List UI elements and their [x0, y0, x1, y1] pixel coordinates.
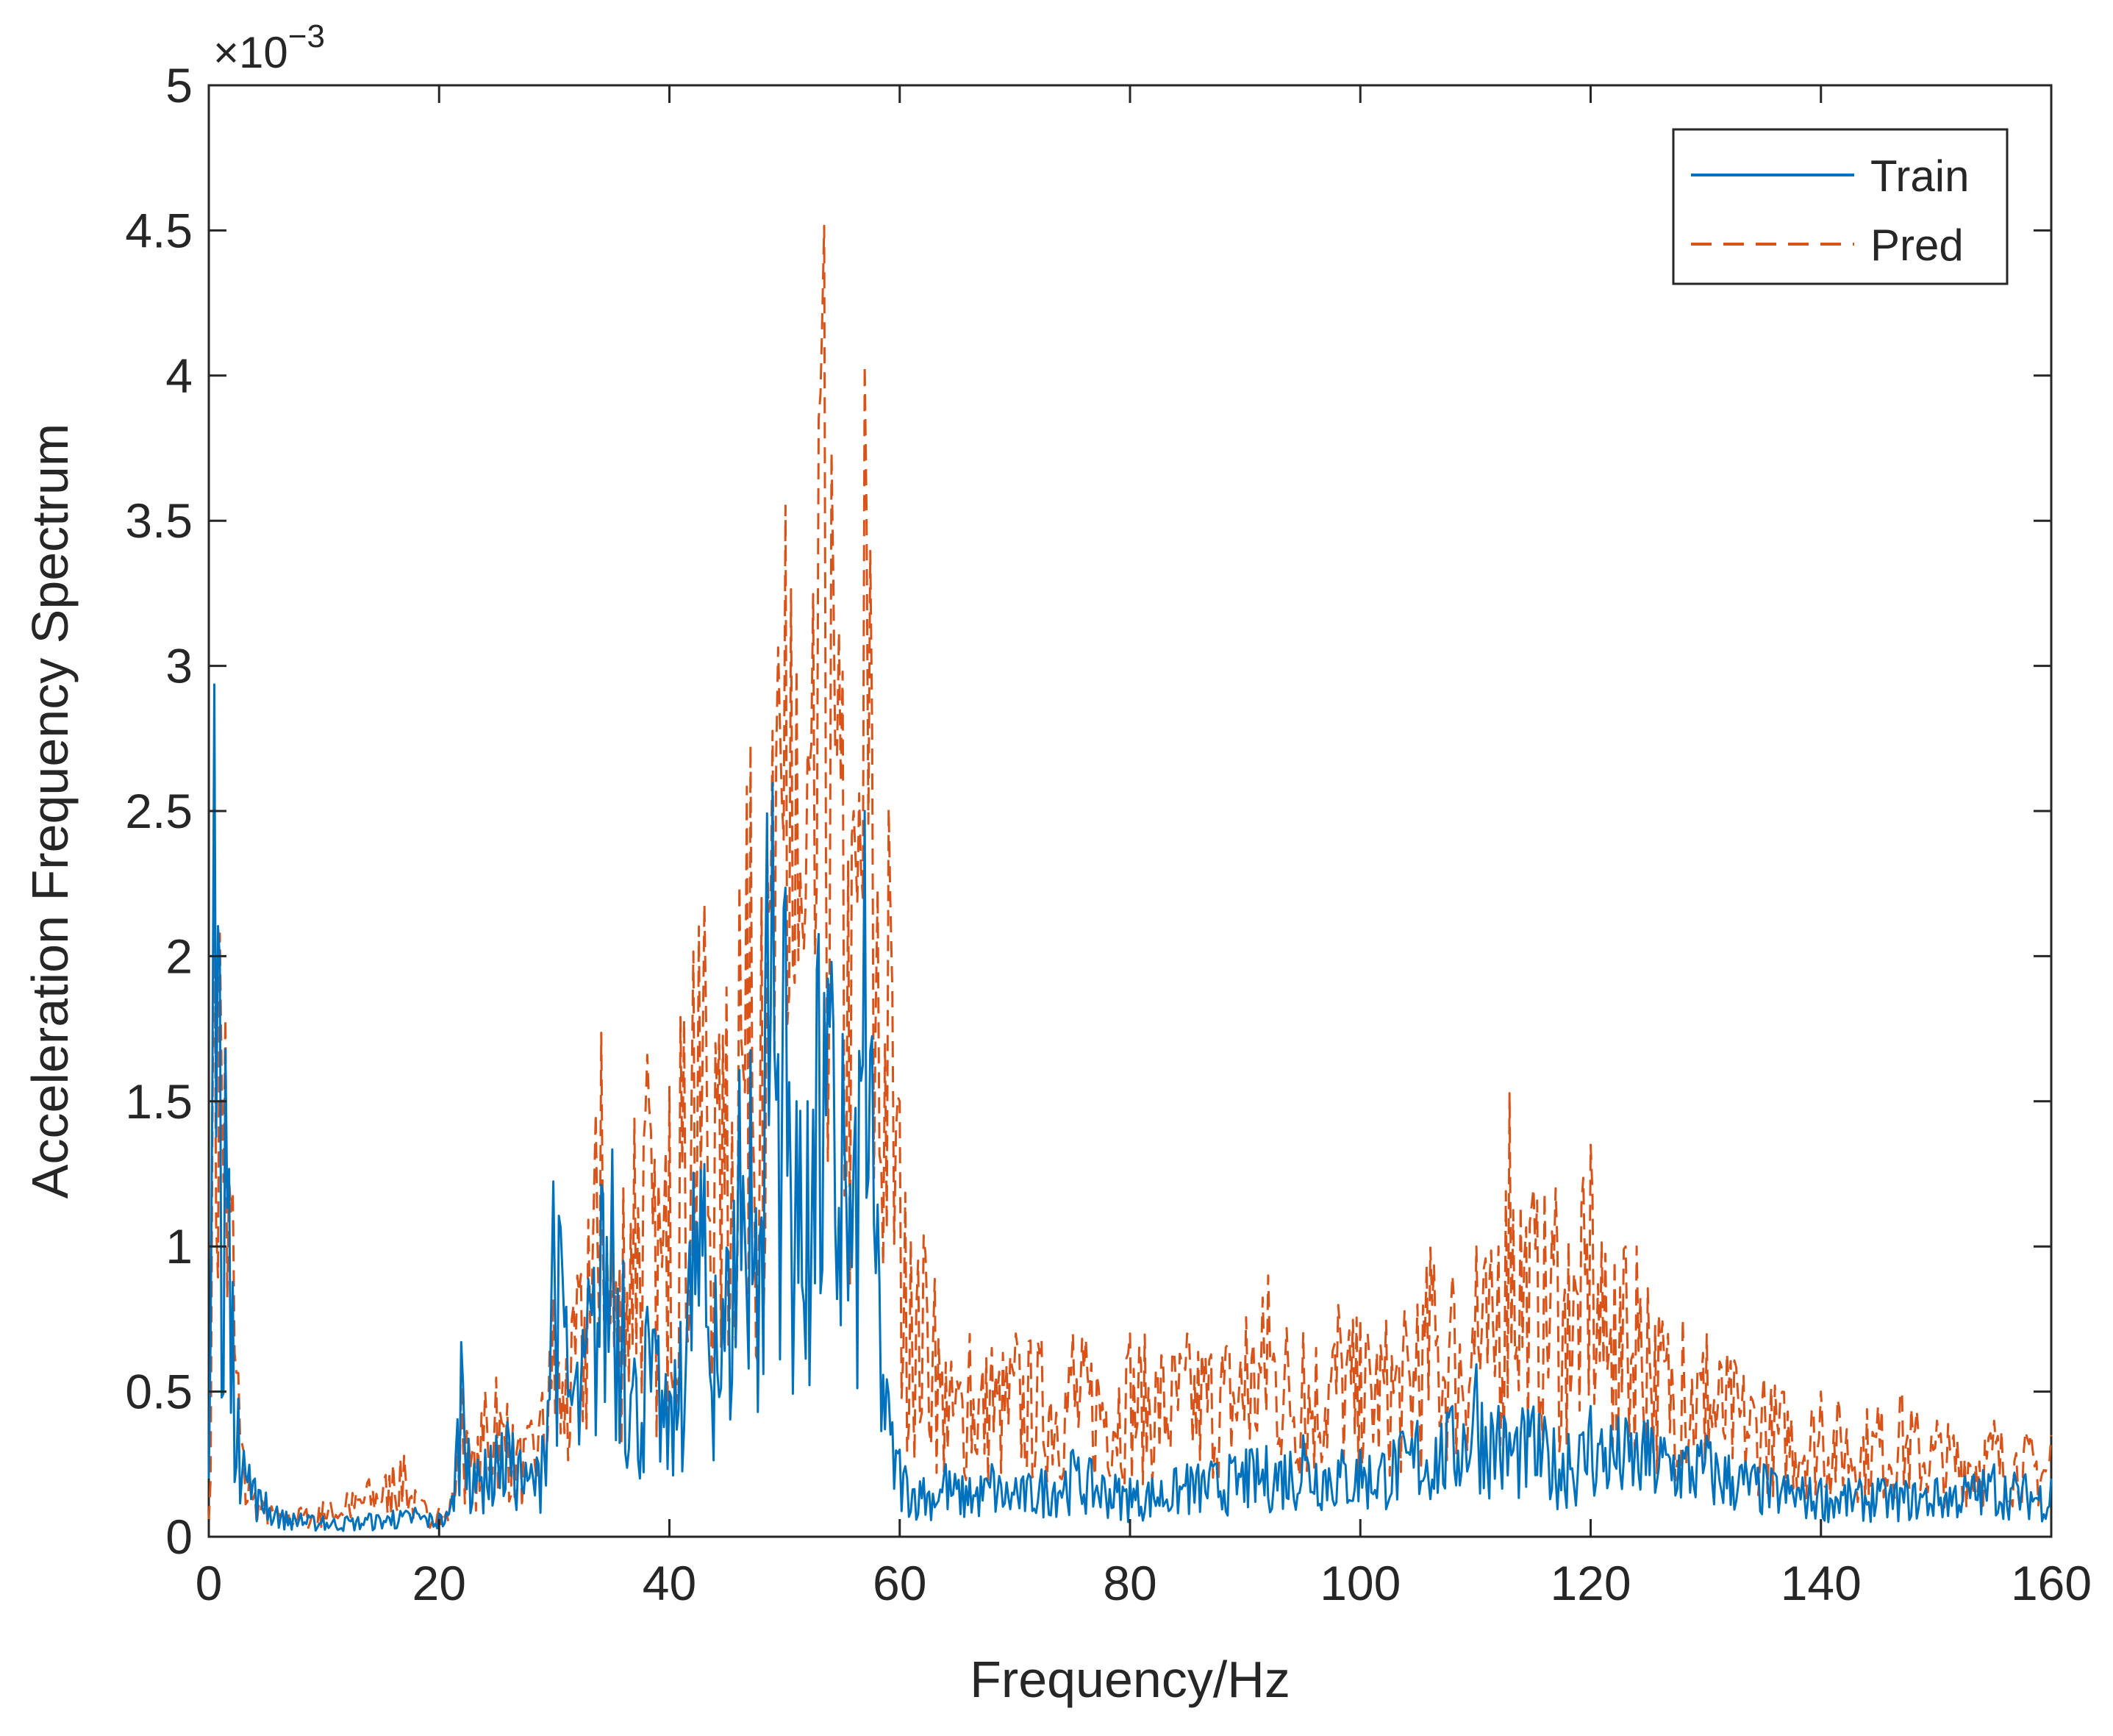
x-tick-label: 0: [196, 1556, 223, 1610]
x-tick-label: 140: [1781, 1556, 1862, 1610]
y-exponent-power: −3: [288, 18, 325, 54]
y-tick-label: 0.5: [125, 1365, 193, 1419]
y-exponent-base: ×10: [213, 28, 288, 77]
x-tick-label: 120: [1550, 1556, 1631, 1610]
y-tick-label: 4: [165, 349, 193, 403]
y-tick-label: 4.5: [125, 203, 193, 257]
series-layer: [207, 224, 2053, 1532]
y-tick-label: 2.5: [125, 784, 193, 838]
y-tick-label: 2: [165, 929, 193, 983]
y-tick-label: 3: [165, 639, 193, 693]
x-tick-label: 60: [873, 1556, 926, 1610]
y-axis-label: Acceleration Frequency Spectrum: [21, 424, 79, 1199]
plot-area: [207, 84, 2053, 1538]
y-tick-label: 0: [165, 1510, 193, 1564]
y-tick-label: 1: [165, 1219, 193, 1274]
y-tick-label: 5: [165, 58, 193, 112]
y-tick-label: 1.5: [125, 1074, 193, 1129]
x-axis-label: Frequency/Hz: [970, 1651, 1290, 1708]
y-axis: 0 0.5 1 1.5 2 2.5 3 3.5 4 4.5 5: [125, 58, 2051, 1564]
x-tick-label: 40: [643, 1556, 696, 1610]
series-line-train: [207, 683, 2053, 1532]
y-exponent-label: ×10−3: [213, 18, 325, 77]
series-line-pred: [207, 224, 2053, 1530]
legend: Train Pred: [1672, 128, 2009, 285]
x-tick-label: 160: [2011, 1556, 2092, 1610]
x-tick-label: 20: [412, 1556, 466, 1610]
x-tick-label: 80: [1103, 1556, 1156, 1610]
x-axis: 0 20 40 60 80 100 120 140 160: [196, 85, 2092, 1610]
x-tick-label: 100: [1320, 1556, 1401, 1610]
y-tick-label: 3.5: [125, 493, 193, 548]
legend-train-label: Train: [1870, 151, 1969, 201]
legend-pred-label: Pred: [1870, 221, 1964, 270]
legend-box: [1672, 128, 2009, 285]
